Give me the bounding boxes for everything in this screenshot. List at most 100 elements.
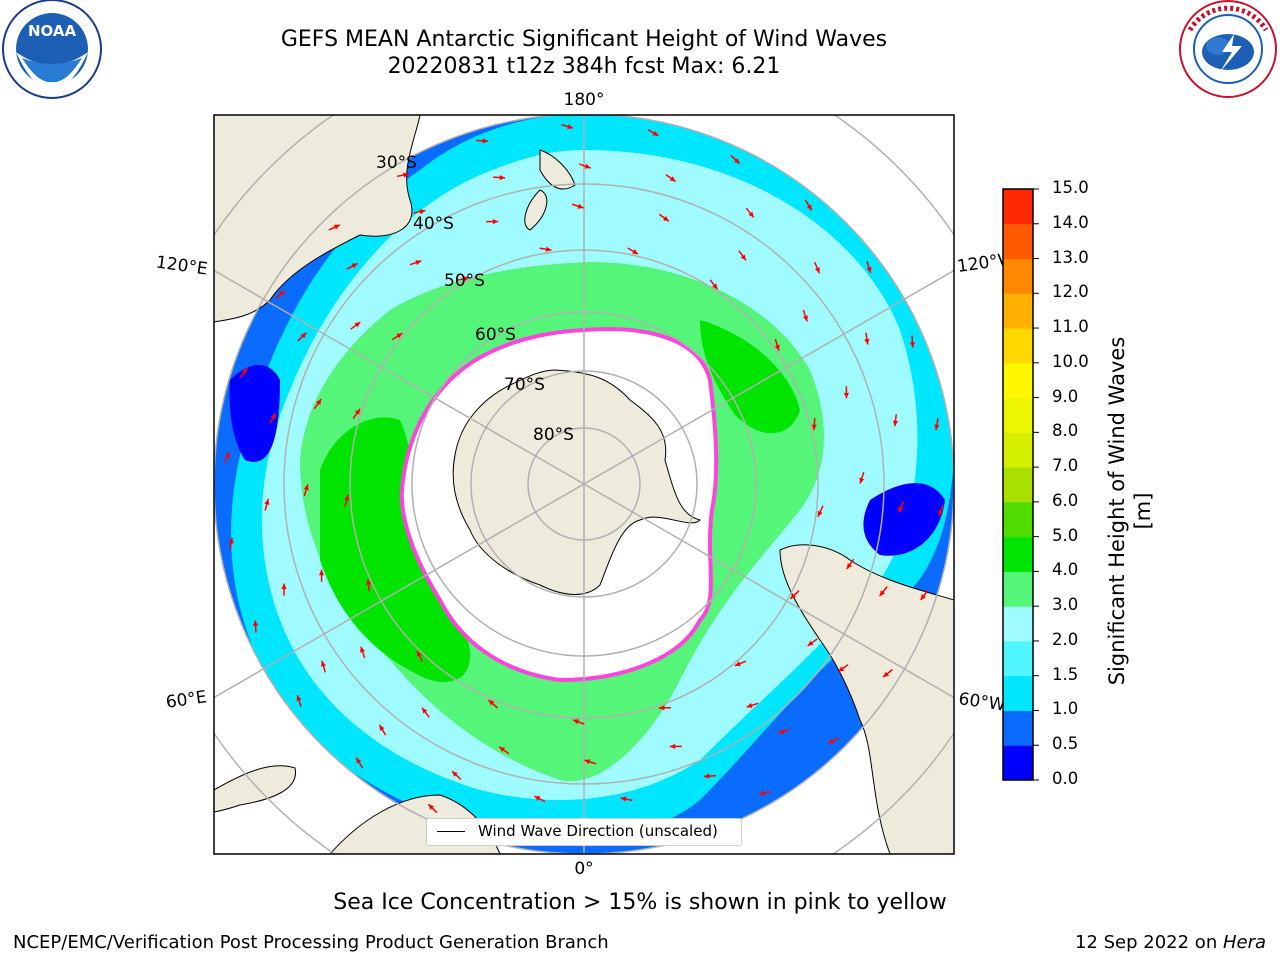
wave-arrow-head — [838, 666, 845, 672]
colorbar-segment — [1003, 328, 1033, 364]
nws-logo — [1179, 0, 1277, 98]
wave-arrow-head — [320, 660, 326, 667]
lon-label-lower-right: 60°W — [957, 689, 1006, 715]
wave-arrow-head — [807, 640, 814, 646]
colorbar-tick-label: 0.5 — [1052, 734, 1079, 754]
wave-arrow-head — [356, 757, 362, 764]
wave-arrow-head — [669, 743, 676, 750]
wave-arrow-head — [281, 583, 287, 589]
colorbar-tick-label: 5.0 — [1052, 525, 1079, 545]
wave-arrow-head — [740, 254, 746, 261]
wave-arrow-head — [419, 209, 426, 215]
wave-arrow-head — [354, 408, 361, 415]
wave-arrow-head — [365, 579, 372, 585]
footer-host: Hera — [1222, 932, 1266, 953]
lat-label-40s: 40°S — [413, 214, 454, 234]
colorbar-segment — [1003, 606, 1033, 642]
wave-arrow-head — [279, 290, 285, 297]
wave-arrow-head — [416, 650, 422, 657]
wave-arrow-head — [492, 218, 499, 225]
wave-arrow-head — [584, 759, 591, 765]
map-frame — [213, 114, 955, 855]
legend-label: Wind Wave Direction (unscaled) — [478, 822, 718, 840]
noaa-logo-text: NOAA — [28, 22, 77, 40]
lat-label-80s: 80°S — [533, 425, 574, 445]
chart-title: GEFS MEAN Antarctic Significant Height o… — [280, 27, 888, 52]
wave-arrow-head — [428, 804, 435, 810]
graticule — [214, 115, 954, 854]
wave-arrow-head — [567, 124, 574, 130]
wave-arrow-head — [488, 699, 495, 706]
wave-arrow-head — [379, 724, 385, 731]
australia-land — [214, 115, 421, 323]
wave-arrow-head — [264, 498, 270, 505]
colorbar-segment — [1003, 536, 1033, 572]
colorbar-segment — [1003, 640, 1033, 677]
wave-arrow-head — [573, 719, 579, 725]
colorbar-segment — [1003, 397, 1033, 433]
colorbar-segment — [1003, 467, 1033, 503]
wave-arrow-head — [843, 392, 850, 399]
wave-arrow-head — [452, 771, 458, 777]
colorbar-tick-label: 8.0 — [1052, 421, 1079, 441]
madagascar-land — [214, 765, 296, 813]
wave-arrow-head — [669, 176, 676, 182]
lat-label-50s: 50°S — [444, 271, 485, 291]
lon-label-top: 180° — [564, 90, 605, 110]
wave-arrow-head — [344, 494, 350, 501]
wave-arrow-head — [658, 705, 665, 711]
colorbar-segment — [1003, 258, 1033, 294]
colorbar-segment — [1003, 675, 1033, 711]
wave-arrow-head — [534, 796, 541, 801]
wave-arrow-head — [584, 163, 591, 169]
wave-arrow-head — [712, 283, 718, 290]
wave-arrow-head — [828, 738, 835, 744]
colorbar-tick-label: 2.0 — [1052, 629, 1079, 649]
wave-arrow-head — [898, 506, 904, 513]
wave-arrow-head — [241, 368, 248, 374]
colorbar-tick-label: 9.0 — [1052, 386, 1079, 406]
wave-arrow-head — [703, 773, 710, 779]
colorbar-segment — [1003, 432, 1033, 468]
wave-arrow-head — [403, 172, 409, 178]
wave-arrow-head — [499, 174, 506, 181]
wave-arrow-head — [859, 477, 865, 484]
colorbar-tick-label: 4.0 — [1052, 560, 1079, 580]
colorbar-label: Significant Height of Wind Waves [m] — [1105, 336, 1155, 686]
footer-credit: NCEP/EMC/Verification Post Processing Pr… — [13, 932, 609, 953]
wave-arrow-head — [545, 246, 552, 252]
colorbar — [1003, 188, 1039, 781]
wave-arrow-head — [748, 211, 754, 218]
lat-label-60s: 60°S — [475, 325, 516, 345]
footer-date: 12 Sep 2022 on Hera — [1075, 932, 1266, 953]
wind-wave-arrows — [223, 123, 945, 845]
wave-arrow-head — [734, 661, 741, 667]
colorbar-tick-label: 6.0 — [1052, 490, 1079, 510]
wave-arrow-head — [806, 204, 812, 211]
colorbar-segment — [1003, 501, 1033, 538]
wave-arrow-head — [866, 266, 872, 273]
wave-arrow-head — [652, 130, 659, 136]
wave-arrow-head — [759, 790, 765, 796]
wave-arrow-head — [909, 341, 916, 348]
wave-arrow-head — [252, 620, 259, 627]
colorbar-segment — [1003, 745, 1033, 781]
colorbar-segment — [1003, 293, 1033, 329]
wave-arrow-head — [318, 569, 325, 576]
wave-arrow-head — [296, 695, 302, 702]
wave-arrow-head — [790, 593, 796, 599]
wave-arrow-head — [303, 484, 309, 491]
new-zealand-south — [524, 189, 548, 231]
wave-arrow-head — [662, 215, 669, 222]
wave-arrow-head — [333, 224, 340, 230]
wave-arrow-head — [892, 420, 899, 427]
wave-arrow-head — [883, 671, 889, 678]
new-zealand-north — [539, 149, 576, 190]
wave-arrow-head — [846, 562, 853, 569]
wave-arrow-head — [315, 399, 322, 406]
wave-arrow-head — [224, 451, 230, 458]
colorbar-tick-label: 7.0 — [1052, 456, 1079, 476]
wave-arrow-head — [879, 590, 885, 597]
colorbar-tick-label: 11.0 — [1052, 317, 1089, 337]
wave-arrow-head — [300, 332, 307, 339]
